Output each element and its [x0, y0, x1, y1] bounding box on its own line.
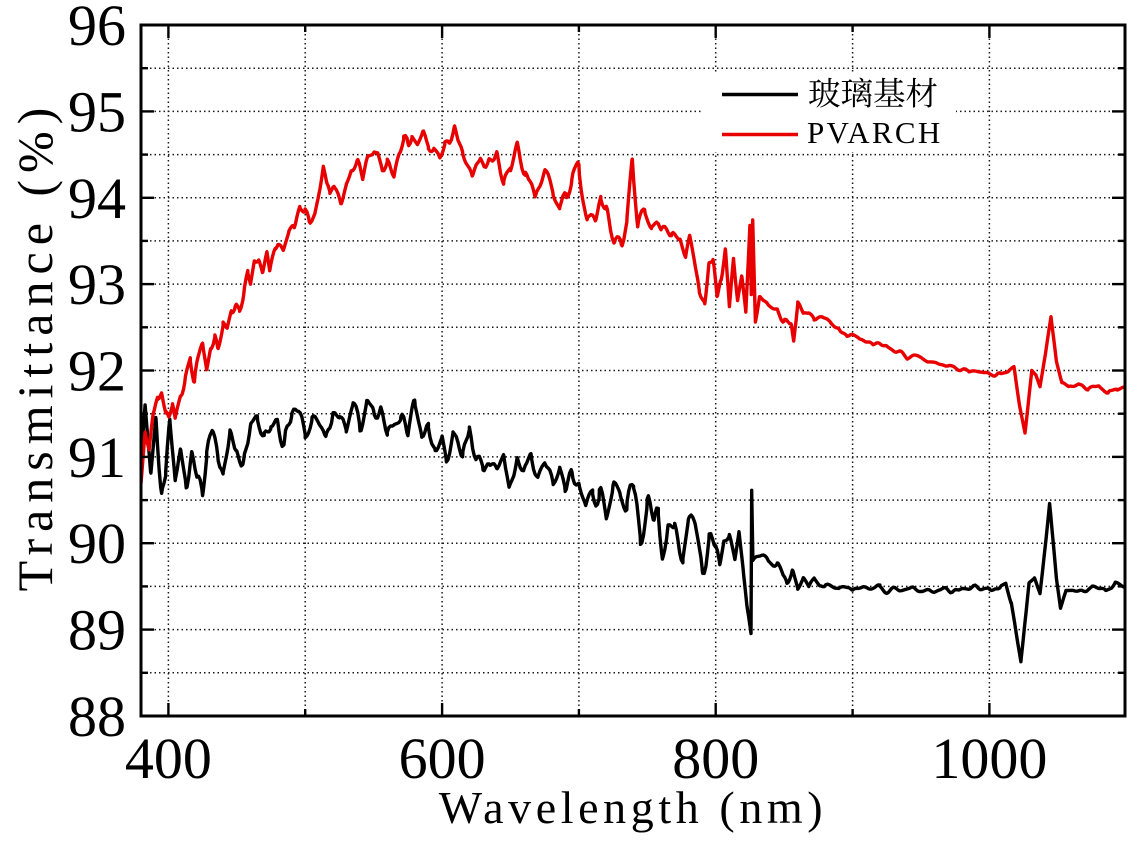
svg-text:94: 94	[68, 166, 126, 231]
svg-text:93: 93	[68, 252, 126, 317]
svg-text:88: 88	[68, 684, 126, 749]
svg-text:89: 89	[68, 598, 126, 663]
svg-text:91: 91	[68, 425, 126, 490]
svg-text:800: 800	[672, 726, 759, 791]
svg-text:400: 400	[125, 726, 212, 791]
svg-text:95: 95	[68, 79, 126, 144]
svg-text:96: 96	[68, 0, 126, 58]
svg-text:1000: 1000	[931, 726, 1047, 791]
svg-text:600: 600	[399, 726, 486, 791]
svg-text:92: 92	[68, 339, 126, 404]
svg-text:Transmittance (%): Transmittance (%)	[7, 101, 63, 592]
svg-text:PVARCH: PVARCH	[807, 115, 943, 150]
svg-text:Wavelength (nm): Wavelength (nm)	[439, 782, 827, 833]
svg-text:90: 90	[68, 511, 126, 576]
